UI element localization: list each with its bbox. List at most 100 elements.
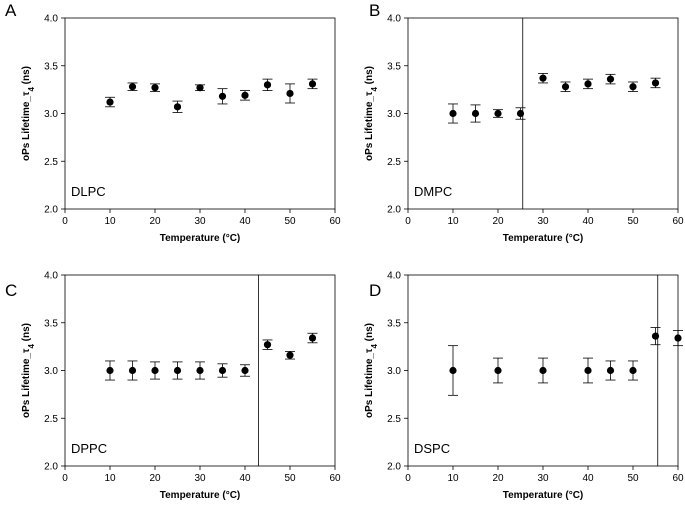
- x-tick-label: 60: [672, 216, 684, 227]
- y-tick-label: 4.0: [387, 271, 401, 282]
- x-tick-label: 40: [239, 473, 251, 484]
- y-tick-label: 2.5: [44, 157, 58, 168]
- y-axis-title: oPs Lifetime_τ4 (ns): [21, 323, 36, 418]
- lipid-label: DSPC: [414, 441, 450, 456]
- y-tick-label: 3.5: [387, 318, 401, 329]
- x-tick-label: 50: [284, 216, 296, 227]
- data-point: [539, 74, 547, 82]
- x-tick-label: 20: [149, 473, 161, 484]
- data-point: [584, 80, 592, 88]
- chart-panel-a: A 0 10 20 30 40 50 60 2.0 2.5 3.0 3.5 4.0 Temperature…: [5, 1, 341, 244]
- data-point: [651, 332, 660, 340]
- x-tick-label: 10: [447, 473, 459, 484]
- data-point: [584, 366, 592, 375]
- data-point: [173, 366, 182, 375]
- x-tick-label: 0: [405, 216, 411, 227]
- data-point: [286, 351, 294, 359]
- x-tick-label: 10: [104, 473, 116, 484]
- x-tick-label: 60: [672, 473, 684, 484]
- y-tick-label: 2.0: [387, 462, 401, 473]
- data-point: [241, 366, 249, 375]
- y-axis-title: oPs Lifetime_τ4 (ns): [21, 66, 36, 161]
- panel-letter: C: [5, 281, 17, 300]
- y-tick-label: 3.0: [387, 366, 401, 377]
- x-axis-title: Temperature (°C): [160, 233, 241, 244]
- x-tick-label: 30: [194, 473, 206, 484]
- y-tick-label: 4.0: [44, 271, 58, 282]
- x-tick-label: 40: [239, 216, 251, 227]
- data-point: [286, 89, 294, 98]
- x-tick-label: 60: [329, 473, 341, 484]
- x-tick-label: 10: [447, 216, 459, 227]
- panel-letter: D: [369, 281, 381, 300]
- chart-panel-c: C 0 10 20 30 40 50 60 2.0 2.5 3.0 3.5 4.0 Temperature…: [5, 271, 341, 502]
- data-point: [196, 366, 204, 375]
- y-tick-label: 2.5: [387, 414, 401, 425]
- data-point: [494, 366, 502, 375]
- x-tick-label: 50: [284, 473, 296, 484]
- x-tick-label: 30: [537, 473, 549, 484]
- x-tick-label: 30: [194, 216, 206, 227]
- y-tick-label: 3.0: [387, 109, 401, 120]
- x-axis-title: Temperature (°C): [160, 490, 241, 501]
- data-point: [128, 83, 137, 91]
- data-point: [561, 83, 570, 91]
- y-tick-label: 3.5: [44, 318, 58, 329]
- x-tick-label: 20: [149, 216, 161, 227]
- data-point: [151, 84, 159, 92]
- x-tick-label: 10: [104, 216, 116, 227]
- data-point: [629, 366, 637, 375]
- y-axis-title: oPs Lifetime_τ4 (ns): [364, 323, 379, 418]
- x-tick-label: 0: [62, 473, 68, 484]
- data-point: [449, 366, 457, 375]
- data-point: [308, 80, 317, 88]
- plot-frame: [64, 17, 336, 210]
- data-point: [151, 366, 159, 375]
- x-tick-label: 40: [582, 216, 594, 227]
- y-tick-label: 3.5: [387, 61, 401, 72]
- data-point: [539, 366, 547, 375]
- chart-panel-b: B 0 10 20 30 40 50 60 2.0 2.5 3.0 3.5 4.0 Temperature…: [364, 1, 684, 244]
- y-tick-label: 3.0: [44, 109, 58, 120]
- y-tick-label: 4.0: [387, 14, 401, 25]
- y-tick-label: 2.0: [44, 205, 58, 216]
- y-tick-label: 3.5: [44, 61, 58, 72]
- y-axis-title: oPs Lifetime_τ4 (ns): [364, 66, 379, 161]
- lipid-label: DMPC: [414, 184, 452, 199]
- data-point: [173, 103, 182, 111]
- data-point: [106, 366, 114, 375]
- data-point: [471, 109, 480, 118]
- y-tick-label: 2.0: [387, 205, 401, 216]
- data-point: [263, 341, 272, 349]
- x-tick-label: 50: [627, 216, 639, 227]
- data-point: [651, 79, 660, 87]
- y-tick-label: 3.0: [44, 366, 58, 377]
- plot-frame: [407, 17, 679, 210]
- chart-panel-d: D 0 10 20 30 40 50 60 2.0 2.5 3.0 3.5 4.0 Temperature…: [364, 271, 684, 502]
- panel-letter: A: [5, 1, 17, 20]
- x-tick-label: 30: [537, 216, 549, 227]
- data-point: [606, 366, 615, 375]
- data-point: [516, 109, 525, 118]
- y-tick-label: 2.5: [387, 157, 401, 168]
- data-point: [606, 75, 615, 83]
- data-point: [196, 84, 204, 92]
- x-tick-label: 20: [492, 216, 504, 227]
- data-point: [308, 334, 317, 342]
- y-tick-label: 4.0: [44, 14, 58, 25]
- data-point: [449, 109, 457, 118]
- lipid-label: DPPC: [71, 441, 107, 456]
- x-tick-label: 0: [62, 216, 68, 227]
- x-tick-label: 60: [329, 216, 341, 227]
- data-point: [674, 334, 682, 342]
- data-point: [263, 81, 272, 89]
- x-tick-label: 50: [627, 473, 639, 484]
- y-tick-label: 2.0: [44, 462, 58, 473]
- data-point: [128, 366, 137, 375]
- lipid-label: DLPC: [71, 184, 106, 199]
- x-tick-label: 20: [492, 473, 504, 484]
- data-point: [218, 92, 227, 100]
- data-point: [218, 366, 227, 375]
- x-axis-title: Temperature (°C): [503, 490, 584, 501]
